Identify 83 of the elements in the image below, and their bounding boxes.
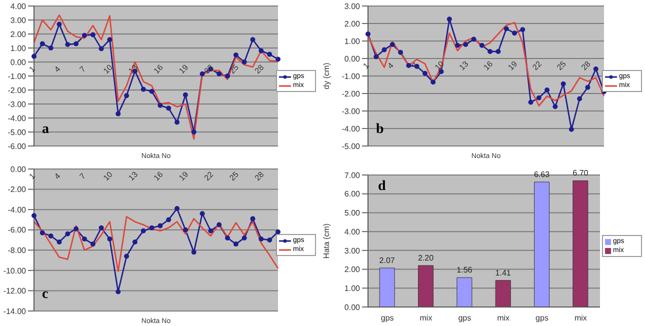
x-tick-label: 25 bbox=[555, 59, 568, 72]
y-tick-label: 1.00 bbox=[344, 36, 361, 46]
y-tick-label: 0.00 bbox=[10, 58, 27, 67]
x-tick-label: gps bbox=[458, 314, 472, 323]
data-label: 1.41 bbox=[495, 268, 512, 278]
y-tick-label: -2.00 bbox=[342, 89, 361, 98]
y-tick-label: -5.00 bbox=[342, 142, 361, 151]
y-tick-label: -1.00 bbox=[342, 72, 361, 81]
y-tick-label: 3.00 bbox=[10, 16, 27, 25]
x-tick-label: 25 bbox=[228, 62, 241, 76]
x-tick-label: 16 bbox=[152, 170, 166, 183]
x-tick-label: 7 bbox=[78, 171, 88, 181]
x-tick-label: 10 bbox=[433, 59, 446, 72]
y-tick-label: -6.00 bbox=[8, 226, 27, 235]
x-tick-label: 22 bbox=[202, 170, 216, 183]
x-tick-label: 25 bbox=[228, 170, 241, 183]
x-tick-label: 1 bbox=[27, 64, 38, 74]
y-tick-label: 7.00 bbox=[344, 170, 361, 180]
y-tick-label: -8.00 bbox=[8, 246, 27, 255]
y-tick-label: 2.00 bbox=[344, 19, 361, 28]
y-tick-label: 0.00 bbox=[344, 54, 361, 64]
x-tick-label: 28 bbox=[253, 62, 266, 76]
y-tick-label: 3.00 bbox=[344, 246, 361, 256]
data-label: 2.20 bbox=[418, 254, 434, 263]
annotation: b bbox=[376, 122, 384, 138]
y-tick-label: -12.00 bbox=[3, 286, 27, 296]
x-tick-label: 7 bbox=[410, 60, 420, 70]
x-tick-label: 19 bbox=[177, 170, 190, 183]
annotation: d bbox=[378, 179, 386, 195]
y-tick-label: -3.00 bbox=[8, 100, 27, 109]
x-tick-label: 13 bbox=[126, 62, 140, 76]
x-tick-label: mix bbox=[420, 314, 432, 323]
x-tick-label: gps bbox=[536, 314, 548, 323]
y-tick-label: -5.00 bbox=[8, 128, 27, 137]
y-tick-label: -1.00 bbox=[8, 72, 27, 81]
x-tick-label: 13 bbox=[458, 59, 471, 72]
y-tick-label: -10.00 bbox=[3, 266, 27, 276]
y-tick-label: 1.00 bbox=[10, 44, 27, 53]
x-tick-label: 10 bbox=[102, 170, 115, 183]
x-tick-label: 4 bbox=[52, 64, 63, 74]
data-label: 2.07 bbox=[379, 256, 396, 265]
y-tick-label: 3.00 bbox=[344, 2, 361, 11]
y-tick-label: 0.00 bbox=[344, 302, 361, 312]
annotation: c bbox=[42, 287, 48, 303]
x-tick-label: 1 bbox=[27, 171, 38, 181]
annotation: a bbox=[42, 122, 49, 138]
y-axis-title: dy (cm) bbox=[322, 62, 331, 90]
y-tick-label: 0.00 bbox=[10, 164, 27, 174]
data-label: 6.63 bbox=[534, 170, 550, 179]
y-tick-label: 4.00 bbox=[10, 2, 27, 11]
y-tick-label: 2.00 bbox=[344, 265, 361, 274]
x-tick-label: 16 bbox=[482, 59, 496, 72]
y-tick-label: -4.00 bbox=[342, 124, 361, 134]
y-tick-label: -2.00 bbox=[8, 86, 27, 95]
x-tick-label: 1 bbox=[361, 60, 372, 70]
x-tick-label: 28 bbox=[253, 170, 266, 183]
x-tick-label: 19 bbox=[177, 62, 190, 76]
x-tick-label: 4 bbox=[52, 171, 63, 181]
y-tick-label: 6.00 bbox=[344, 190, 361, 199]
x-tick-label: 28 bbox=[580, 59, 593, 72]
y-tick-label: 4.00 bbox=[344, 227, 361, 236]
data-label: 1.56 bbox=[456, 266, 473, 275]
x-tick-label: 22 bbox=[530, 59, 544, 72]
y-axis-title: Hata (cm) bbox=[322, 223, 331, 259]
y-tick-label: 1.00 bbox=[344, 284, 361, 293]
x-tick-label: mix bbox=[574, 314, 587, 323]
x-tick-label: 22 bbox=[202, 62, 216, 76]
x-tick-label: 16 bbox=[152, 62, 166, 76]
x-tick-label: 19 bbox=[506, 59, 520, 72]
x-tick-label: 10 bbox=[102, 62, 115, 76]
y-tick-label: 5.00 bbox=[344, 208, 361, 218]
y-tick-label: -14.00 bbox=[3, 306, 27, 316]
x-tick-label: mix bbox=[497, 314, 510, 323]
y-tick-label: -2.00 bbox=[8, 185, 27, 194]
x-tick-label: gps bbox=[380, 314, 394, 323]
x-tick-label: 7 bbox=[78, 64, 88, 74]
y-tick-label: -4.00 bbox=[8, 205, 27, 214]
y-tick-label: -4.00 bbox=[8, 114, 27, 123]
x-tick-label: 13 bbox=[126, 170, 140, 183]
y-tick-label: -3.00 bbox=[342, 106, 361, 116]
y-tick-label: 2.00 bbox=[10, 30, 27, 39]
y-tick-label: -6.00 bbox=[8, 142, 27, 151]
x-tick-label: 4 bbox=[386, 60, 396, 70]
